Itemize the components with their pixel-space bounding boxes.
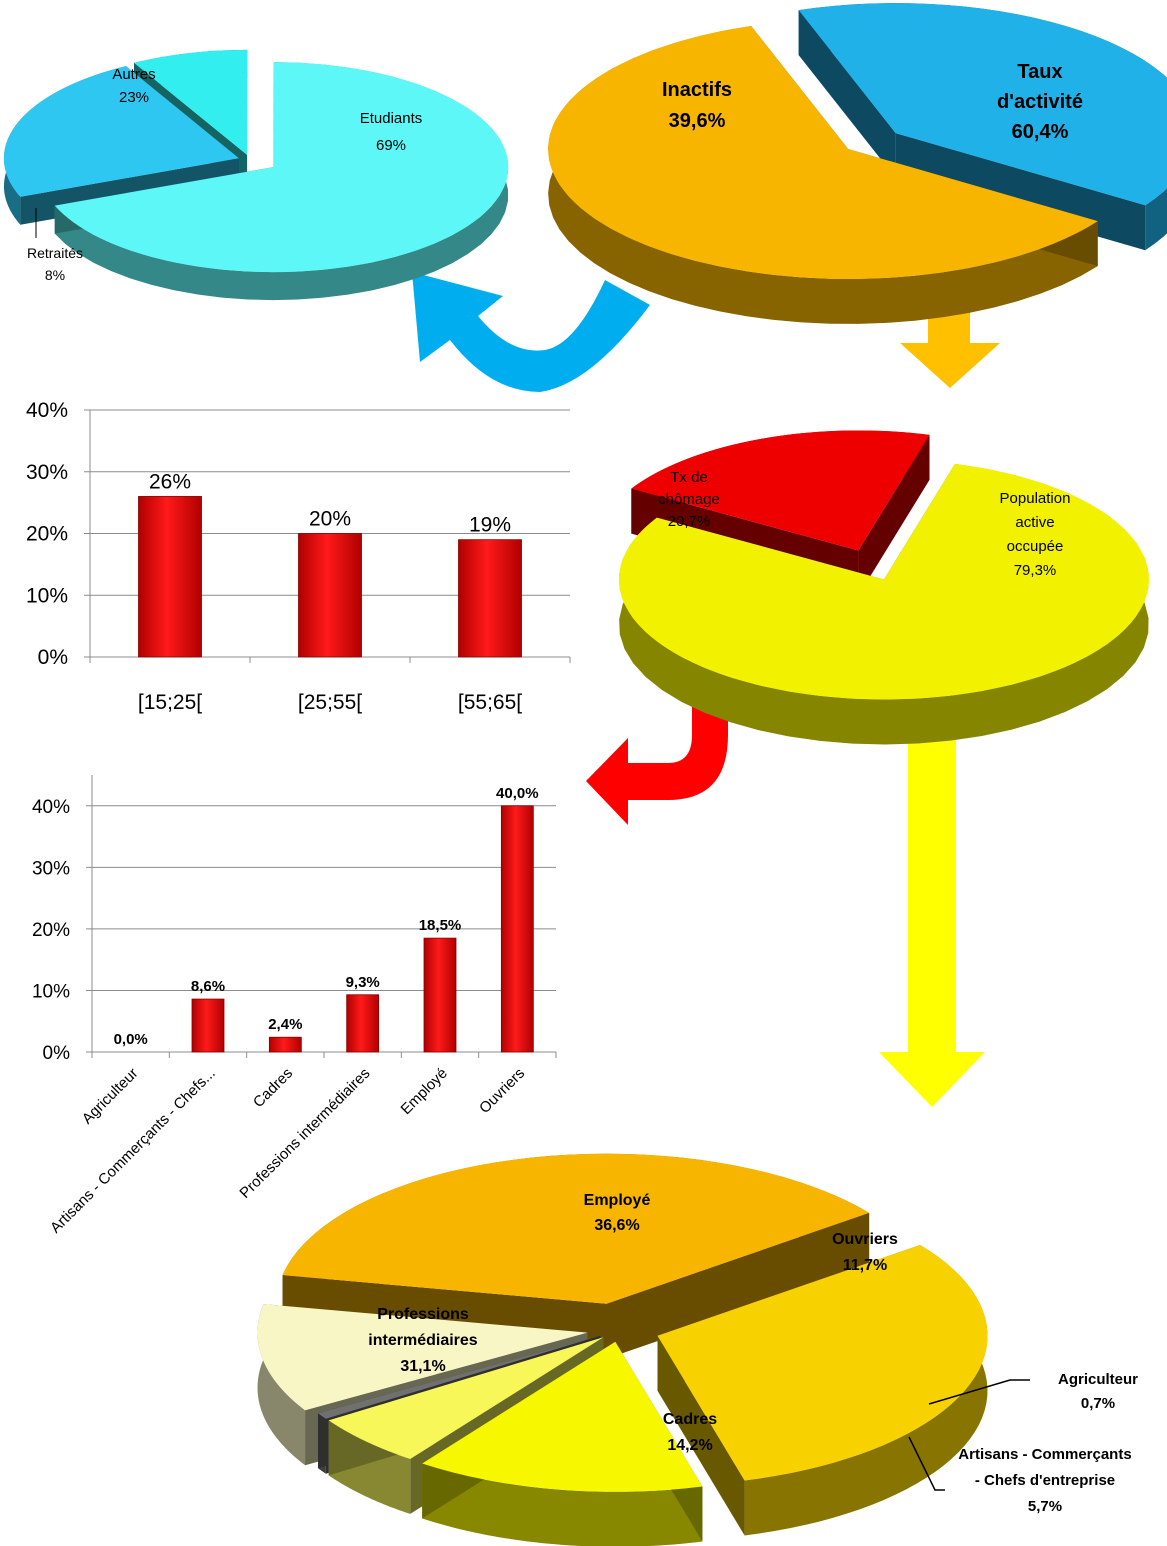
y-tick-label: 0% bbox=[38, 646, 68, 669]
y-tick-label: 10% bbox=[26, 584, 68, 607]
slice-label: Tx de chômage 20,7% bbox=[658, 469, 720, 530]
bar-chart-chomage-age: 0% 10% 20% 30% 40% 26% [15;25[ 20% [25;55[ 19% [55… bbox=[26, 399, 571, 714]
pie-slice-professions-intermédiaires bbox=[657, 1244, 988, 1536]
y-tick-label: 40% bbox=[26, 399, 68, 422]
data-label: 19% bbox=[469, 514, 511, 537]
x-category-label: [25;55[ bbox=[298, 691, 362, 714]
x-category-label: Ouvriers bbox=[476, 1065, 528, 1117]
data-label: 9,3% bbox=[346, 974, 380, 991]
data-label: 26% bbox=[149, 470, 191, 493]
pie-inactifs-breakdown: Etudiants 69% Autres 23% Retraités 8% bbox=[3, 49, 509, 301]
bar bbox=[268, 1036, 302, 1053]
blue-curved-arrow bbox=[412, 272, 650, 392]
data-label: 18,5% bbox=[419, 917, 462, 934]
slice-label: Retraités 8% bbox=[27, 245, 83, 283]
slice-label: Artisans - Commerçants - Chefs d'entrepri… bbox=[958, 1446, 1131, 1515]
y-tick-label: 10% bbox=[32, 981, 70, 1002]
x-category-label: Employé bbox=[398, 1065, 451, 1118]
x-category-label: [15;25[ bbox=[138, 691, 202, 714]
pie-emploi-csp: Employé 36,6% Professions intermédiaires 31,… bbox=[257, 1153, 1138, 1546]
bar bbox=[346, 994, 380, 1053]
x-category-label: Cadres bbox=[250, 1065, 296, 1111]
data-label: 20% bbox=[309, 508, 351, 531]
slice-label: Population active occupée 79,3% bbox=[1000, 490, 1071, 579]
bar bbox=[138, 496, 202, 658]
x-category-label: Artisans - Commerçants - Chefs... bbox=[47, 1065, 219, 1237]
pie-slice-etudiants bbox=[54, 62, 509, 301]
slice-label: Inactifs 39,6% bbox=[662, 79, 732, 132]
bar bbox=[423, 937, 457, 1053]
bar bbox=[298, 533, 362, 658]
flow-arrows bbox=[412, 272, 1000, 1107]
bar bbox=[191, 998, 225, 1053]
y-tick-label: 30% bbox=[26, 461, 68, 484]
leader-line-artisans bbox=[908, 1436, 945, 1491]
pie-population-active: Tx de chômage 20,7% Population active occupée… bbox=[618, 430, 1149, 745]
slice-label: Etudiants 69% bbox=[360, 110, 423, 154]
y-tick-label: 20% bbox=[26, 523, 68, 546]
pie-slice-population-active-occupée bbox=[618, 463, 1149, 745]
bar bbox=[500, 805, 534, 1053]
pie-activite: Inactifs 39,6% Taux d'activité 60,4% bbox=[548, 3, 1167, 324]
slice-label: Autres 23% bbox=[112, 66, 155, 106]
data-label: 8,6% bbox=[191, 978, 225, 995]
y-tick-label: 20% bbox=[32, 920, 70, 941]
red-curved-arrow bbox=[586, 682, 728, 825]
x-category-label: Agriculteur bbox=[79, 1065, 142, 1128]
y-tick-label: 0% bbox=[43, 1043, 71, 1064]
slice-label: Professions intermédiaires 31,1% bbox=[368, 1306, 477, 1375]
pie-slice-inactifs bbox=[798, 3, 1167, 251]
pie-slice-cadres bbox=[422, 1341, 703, 1546]
slice-label: Ouvriers 11,7% bbox=[832, 1231, 898, 1274]
leader-line-agriculteur bbox=[928, 1379, 1030, 1405]
data-label: 2,4% bbox=[268, 1016, 302, 1033]
data-label: 40,0% bbox=[496, 785, 539, 802]
orange-down-arrow bbox=[900, 295, 1000, 388]
x-category-label: [55;65[ bbox=[458, 691, 522, 714]
pie-slice-taux-d'activité bbox=[548, 25, 1098, 324]
slice-label: Cadres 14,2% bbox=[663, 1411, 717, 1454]
bar bbox=[458, 539, 522, 658]
x-category-label: Professions intermédiaires bbox=[236, 1065, 373, 1202]
yellow-down-arrow bbox=[879, 735, 985, 1107]
y-tick-label: 30% bbox=[32, 858, 70, 879]
slice-label: Taux d'activité 60,4% bbox=[997, 61, 1083, 143]
y-tick-label: 40% bbox=[32, 797, 70, 818]
data-label: 0,0% bbox=[114, 1031, 148, 1048]
slice-label: Employé 36,6% bbox=[584, 1192, 651, 1234]
slice-label: Agriculteur 0,7% bbox=[1058, 1371, 1138, 1412]
